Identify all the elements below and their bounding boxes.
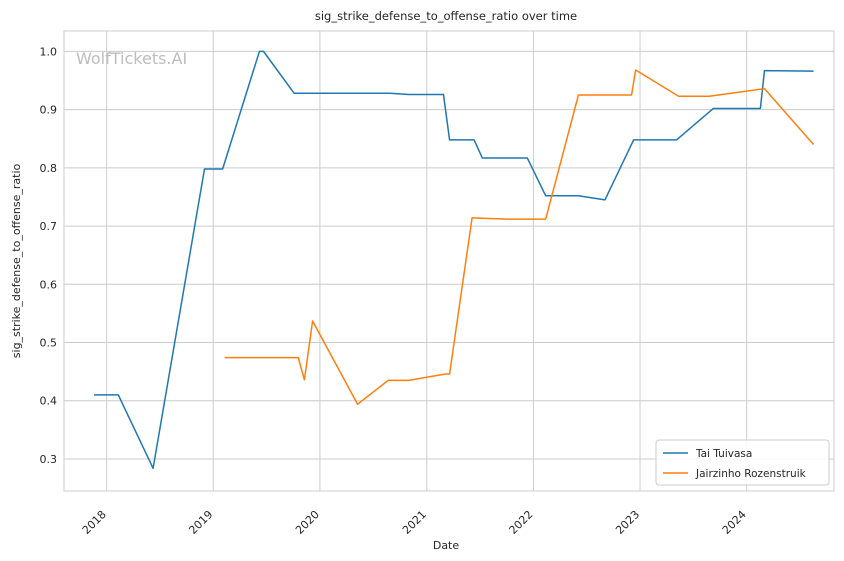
y-tick-label: 0.7 <box>40 220 58 233</box>
x-axis-title: Date <box>433 539 460 552</box>
plot-frame <box>63 30 835 492</box>
y-tick-label: 1.0 <box>40 45 58 58</box>
series-layer <box>94 50 815 470</box>
y-tick-label: 0.5 <box>40 337 58 350</box>
y-tick-label: 0.8 <box>40 162 58 175</box>
grid <box>64 31 834 491</box>
y-tick-label: 0.6 <box>40 278 58 291</box>
y-axis-ticks: 0.3 0.4 0.5 0.6 0.7 0.8 0.9 1.0 <box>40 45 58 466</box>
chart-title: sig_strike_defense_to_offense_ratio over… <box>315 9 577 23</box>
y-axis-title: sig_strike_defense_to_offense_ratio <box>10 164 23 359</box>
legend-label-jairzinho-rozenstruik: Jairzinho Rozenstruik <box>695 468 807 480</box>
watermark-text: WolfTickets.AI <box>76 49 187 68</box>
legend-label-tai-tuivasa: Tai Tuivasa <box>695 448 752 460</box>
legend: Tai Tuivasa Jairzinho Rozenstruik <box>655 439 830 486</box>
y-tick-label: 0.3 <box>40 453 58 466</box>
legend-box <box>655 439 830 486</box>
y-tick-label: 0.9 <box>40 104 58 117</box>
series-line-jairzinho-rozenstruik <box>224 69 815 405</box>
y-tick-label: 0.4 <box>40 395 58 408</box>
series-line-tai-tuivasa <box>94 50 814 470</box>
